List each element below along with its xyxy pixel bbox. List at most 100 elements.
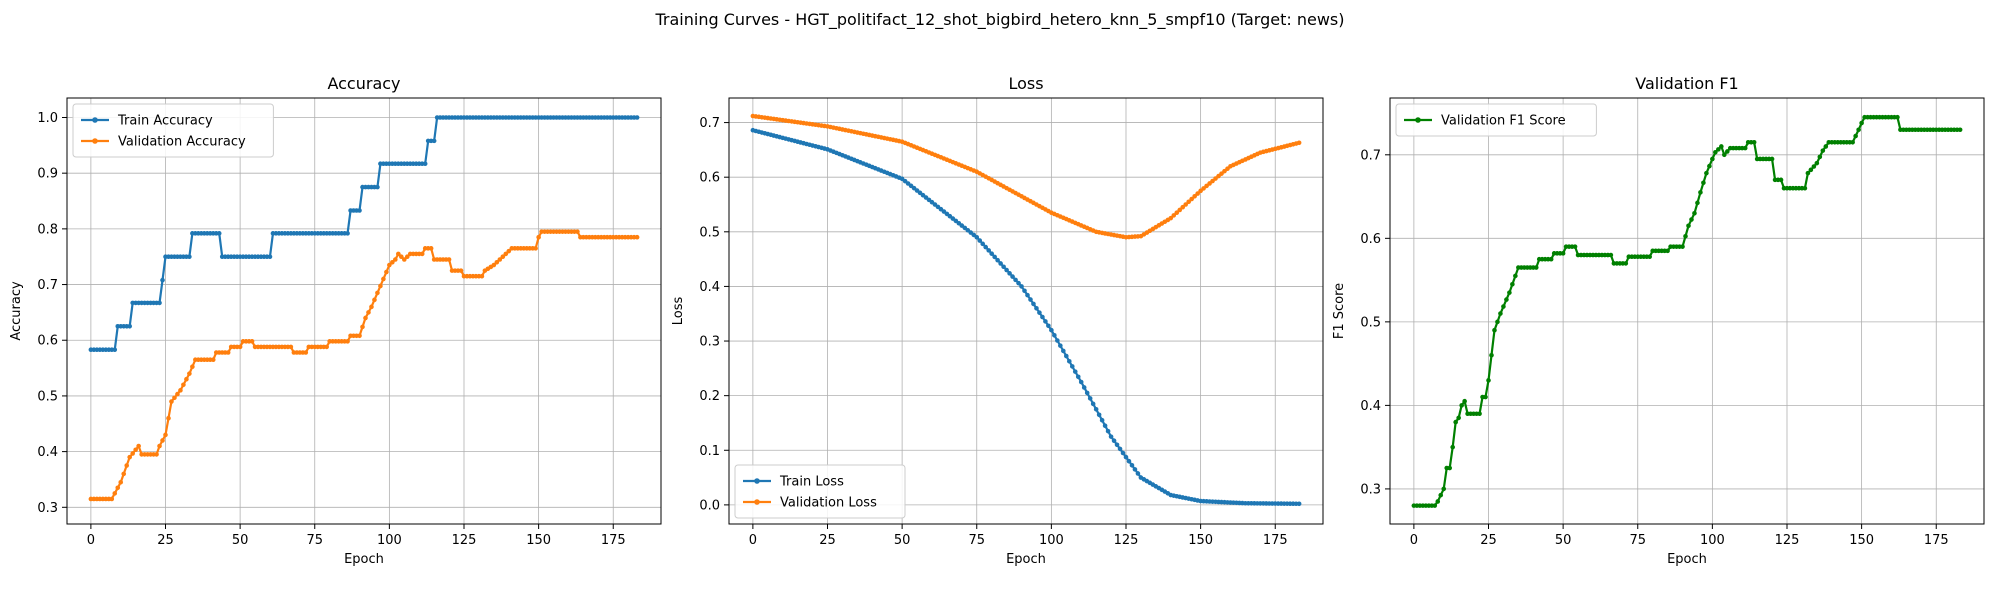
data-point (1647, 254, 1652, 260)
x-tick-label: 100 (377, 533, 402, 548)
y-tick-label: 0.4 (37, 445, 58, 460)
data-point (1686, 223, 1691, 229)
data-point (497, 257, 503, 262)
y-tick-label: 0.4 (699, 280, 720, 295)
legend: Validation F1 Score (1395, 103, 1597, 137)
data-point (1722, 152, 1727, 158)
data-point (1105, 428, 1111, 434)
legend-swatch-marker (1415, 117, 1421, 123)
data-point (157, 300, 162, 306)
data-point (166, 415, 171, 421)
legend-box (734, 464, 906, 519)
y-tick-label: 0.6 (37, 334, 58, 349)
data-point (1441, 486, 1447, 492)
data-point (303, 350, 309, 355)
data-point (1572, 244, 1578, 249)
data-point (1477, 411, 1482, 417)
y-tick-label: 0.2 (699, 389, 720, 404)
data-point (1462, 398, 1467, 404)
data-point (1296, 140, 1302, 146)
data-point (422, 161, 428, 167)
y-tick-label: 0.3 (37, 501, 58, 516)
data-point (1695, 200, 1700, 206)
data-point (1459, 403, 1464, 408)
y-tick-label: 0.5 (699, 225, 720, 240)
data-point (1049, 327, 1054, 333)
data-point (136, 443, 141, 449)
data-point (345, 339, 350, 344)
chart-title: Loss (1008, 74, 1043, 93)
data-point (1296, 501, 1302, 507)
data-point (399, 254, 404, 260)
data-point (533, 246, 538, 251)
chart-panel-2: 0 25 50 75 100 125 150 175 0.0 0.1 0.2 0.3 0.4 0.5 0.6… (671, 74, 1324, 567)
data-point (1719, 144, 1724, 149)
y-tick-label: 0.6 (699, 171, 720, 186)
data-point (109, 496, 115, 502)
data-point (1769, 156, 1775, 162)
y-tick-label: 0.3 (1360, 482, 1381, 497)
data-point (1802, 185, 1808, 191)
data-point (381, 276, 386, 282)
data-point (1025, 292, 1030, 298)
y-tick-label: 0.0 (699, 498, 720, 513)
series-line (90, 230, 638, 501)
data-point (1513, 273, 1518, 279)
chart-panel-3: 0 25 50 75 100 125 150 175 0.3 0.4 0.5 0.6 0.7 Valida… (1332, 74, 1985, 567)
data-point (1683, 233, 1688, 239)
data-point (190, 364, 195, 369)
data-point (1096, 412, 1102, 418)
x-tick-label: 0 (749, 533, 757, 548)
data-point (1132, 467, 1138, 472)
data-point (1174, 210, 1180, 215)
legend: Train Accuracy Validation Accuracy (72, 103, 274, 158)
data-point (160, 277, 165, 283)
x-tick-label: 50 (894, 533, 911, 548)
data-point (1052, 333, 1057, 338)
data-point (363, 315, 368, 321)
data-point (1689, 217, 1694, 222)
x-axis-label: Epoch (344, 552, 384, 567)
data-point (1498, 311, 1503, 316)
y-tick-label: 0.7 (1360, 148, 1381, 163)
data-point (1486, 378, 1491, 383)
chart-title: Accuracy (327, 74, 400, 93)
chart-title: Validation F1 (1635, 74, 1738, 93)
data-point (1680, 244, 1685, 249)
series-2 (88, 229, 640, 502)
data-point (977, 238, 983, 243)
data-point (1453, 419, 1458, 425)
x-tick-label: 175 (1263, 533, 1288, 548)
data-point (1710, 156, 1715, 162)
data-point (237, 344, 243, 350)
data-point (1022, 288, 1027, 294)
x-axis-label: Epoch (1667, 552, 1707, 567)
data-point (1820, 148, 1826, 153)
data-point (1623, 261, 1629, 266)
data-point (1432, 503, 1438, 508)
x-tick-label: 75 (306, 533, 323, 548)
x-tick-label: 100 (1700, 533, 1725, 548)
data-point (1117, 446, 1123, 452)
data-point (1195, 191, 1200, 196)
legend-swatch-marker (754, 478, 760, 484)
data-point (1707, 163, 1712, 169)
y-axis-label: Loss (671, 297, 686, 326)
plot-frame (728, 97, 1324, 525)
data-point (1058, 343, 1063, 348)
data-point (1823, 144, 1829, 149)
x-tick-label: 125 (1775, 533, 1800, 548)
data-point (1186, 199, 1191, 205)
data-point (124, 463, 129, 468)
data-point (160, 438, 165, 443)
data-point (366, 310, 371, 315)
data-point (393, 257, 398, 262)
data-point (503, 251, 509, 257)
data-point (1123, 454, 1129, 460)
data-point (115, 485, 121, 491)
data-point (378, 283, 383, 289)
data-point (387, 262, 392, 268)
legend: Train Loss Validation Loss (734, 464, 906, 519)
data-point (1013, 277, 1018, 283)
